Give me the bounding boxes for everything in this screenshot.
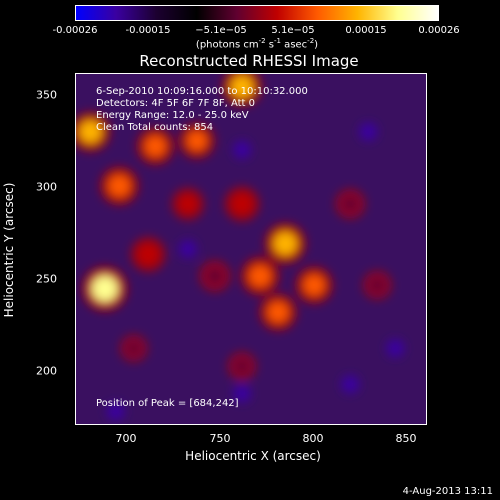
y-axis-label: Heliocentric Y (arcsec) [2,182,16,318]
annotation-detectors: Detectors: 4F 5F 6F 7F 8F, Att 0 [96,98,256,109]
negative-patch [359,122,378,141]
x-axis-label: Heliocentric X (arcsec) [185,449,321,463]
y-tick-label: 250 [36,272,57,286]
y-tick-label: 300 [36,180,57,194]
source-core [230,75,254,98]
source-core [138,244,158,265]
annotation-time: 6-Sep-2010 10:09:16.000 to 10:10:32.000 [96,86,308,97]
colorbar-tick: 0.00015 [345,25,387,36]
colorbar-tick: -0.00026 [52,25,98,36]
source-core [91,275,118,302]
source-core [108,174,131,197]
x-tick-label: 850 [395,432,417,445]
colorbar-units: (photons cm-2 s-1 asec-2) [195,37,319,51]
source-core [126,340,142,356]
annotation-peak: Position of Peak = [684,242] [96,398,239,409]
colorbar-gradient [75,5,439,21]
colorbar-tick: 5.1e−05 [271,25,315,36]
source-core [267,301,289,323]
negative-patch [178,240,197,258]
x-tick-label: 800 [302,432,324,445]
source-core [144,135,166,157]
source-core [342,195,359,213]
colorbar-tick: -0.00015 [125,25,171,36]
source-core [303,274,325,296]
source-core [232,194,252,214]
source-core [178,194,197,213]
y-tick-label: 350 [36,88,57,102]
colorbar-tick: 0.00026 [418,25,460,36]
source-core [206,267,224,285]
footer-date: 4-Aug-2013 13:11 [402,486,493,497]
source-core [79,120,102,144]
annotation-energy: Energy Range: 12.0 - 25.0 keV [96,110,249,121]
negative-patch [233,384,251,403]
x-tick-label: 700 [115,432,137,445]
y-tick-label: 200 [36,364,57,378]
negative-patch [341,375,360,394]
annotation-counts: Clean Total counts: 854 [96,122,214,133]
heatmap-image [76,74,426,424]
negative-patch [233,140,251,159]
source-core [369,277,386,293]
plot-title: Reconstructed RHESSI Image [139,52,359,70]
source-core [234,358,250,375]
x-tick-label: 750 [209,432,231,445]
colorbar-tick: −5.1e−05 [195,25,247,36]
source-core [249,265,271,287]
negative-patch [386,339,405,358]
source-core [186,130,208,151]
negative-patch [106,402,125,421]
heatmap-frame: 6-Sep-2010 10:09:16.000 to 10:10:32.000 … [75,73,427,425]
source-core [273,231,298,256]
